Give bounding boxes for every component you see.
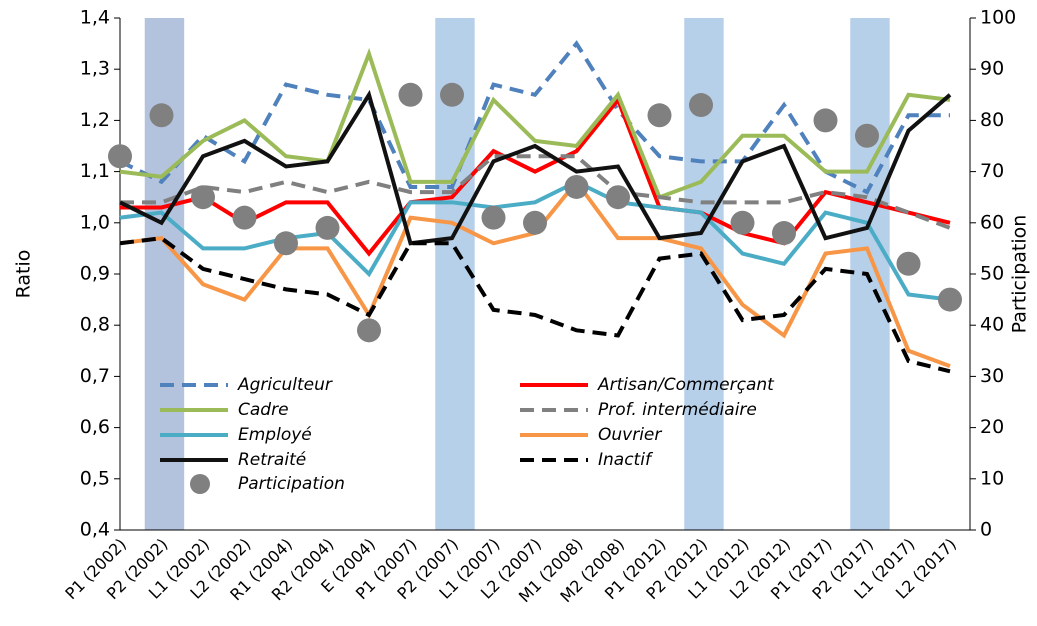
y2-tick-label: 40 <box>980 314 1004 336</box>
series-line <box>119 47 951 200</box>
y2-tick-label: 80 <box>980 109 1004 131</box>
y-tick-label: 1,0 <box>80 211 110 233</box>
legend-label: Agriculteur <box>237 375 333 395</box>
y-tick-label: 1,1 <box>80 160 110 182</box>
y-tick-label: 0,7 <box>80 365 110 387</box>
legend-marker <box>190 474 210 494</box>
participation-dot <box>315 215 340 240</box>
y2-tick-label: 100 <box>980 7 1016 29</box>
y-tick-label: 0,9 <box>80 263 110 285</box>
highlight-band <box>144 18 185 530</box>
y-tick-label: 0,5 <box>80 467 110 489</box>
participation-dot <box>274 231 298 256</box>
legend-label: Ouvrier <box>598 425 662 445</box>
participation-dot <box>523 210 547 235</box>
series-line <box>119 179 951 302</box>
participation-dot <box>149 103 174 128</box>
legend-label: Participation <box>238 474 345 494</box>
y2-tick-label: 70 <box>980 160 1004 182</box>
y-axis-label: Ratio <box>13 250 35 299</box>
y-tick-label: 1,2 <box>80 109 110 131</box>
highlight-band <box>850 18 890 530</box>
y2-tick-label: 50 <box>980 263 1004 285</box>
participation-dot <box>855 123 879 148</box>
legend-label: Inactif <box>598 450 654 470</box>
series-line <box>120 154 951 230</box>
y-tick-label: 0,6 <box>80 416 110 438</box>
y2-tick-label: 30 <box>980 365 1004 387</box>
legend-label: Retraité <box>238 450 306 470</box>
participation-dot <box>232 205 257 230</box>
participation-dot <box>440 82 464 107</box>
y2-tick-label: 10 <box>980 467 1004 489</box>
participation-dot <box>730 210 755 235</box>
participation-dot <box>357 318 381 343</box>
participation-dot <box>191 185 215 210</box>
y-tick-label: 0,4 <box>80 519 110 541</box>
participation-dot <box>689 93 713 118</box>
participation-dot <box>647 103 672 128</box>
series-line <box>119 40 950 195</box>
participation-dot <box>938 287 962 312</box>
participation-dot <box>398 82 423 107</box>
y2-tick-label: 0 <box>980 519 992 541</box>
y-tick-label: 1,4 <box>80 7 110 29</box>
series-line <box>119 89 952 246</box>
legend-label: Artisan/Commerçant <box>597 375 775 395</box>
y2-tick-label: 90 <box>980 58 1004 80</box>
legend-label: Prof. intermédiaire <box>598 400 757 420</box>
participation-dot <box>564 174 589 199</box>
y-tick-label: 1,3 <box>80 58 110 80</box>
participation-dot <box>606 185 630 210</box>
participation-dot <box>481 205 506 230</box>
y2-tick-label: 60 <box>980 211 1004 233</box>
y2-tick-label: 20 <box>980 416 1004 438</box>
legend-label: Employé <box>238 425 312 445</box>
participation-dot <box>813 108 838 133</box>
series-line <box>119 236 951 374</box>
participation-dot <box>896 251 921 276</box>
participation-dot <box>108 144 132 169</box>
legend-label: Cadre <box>238 400 289 420</box>
participation-dot <box>772 221 796 246</box>
y2-axis-label: Participation <box>1009 215 1031 334</box>
y-tick-label: 0,8 <box>80 314 110 336</box>
